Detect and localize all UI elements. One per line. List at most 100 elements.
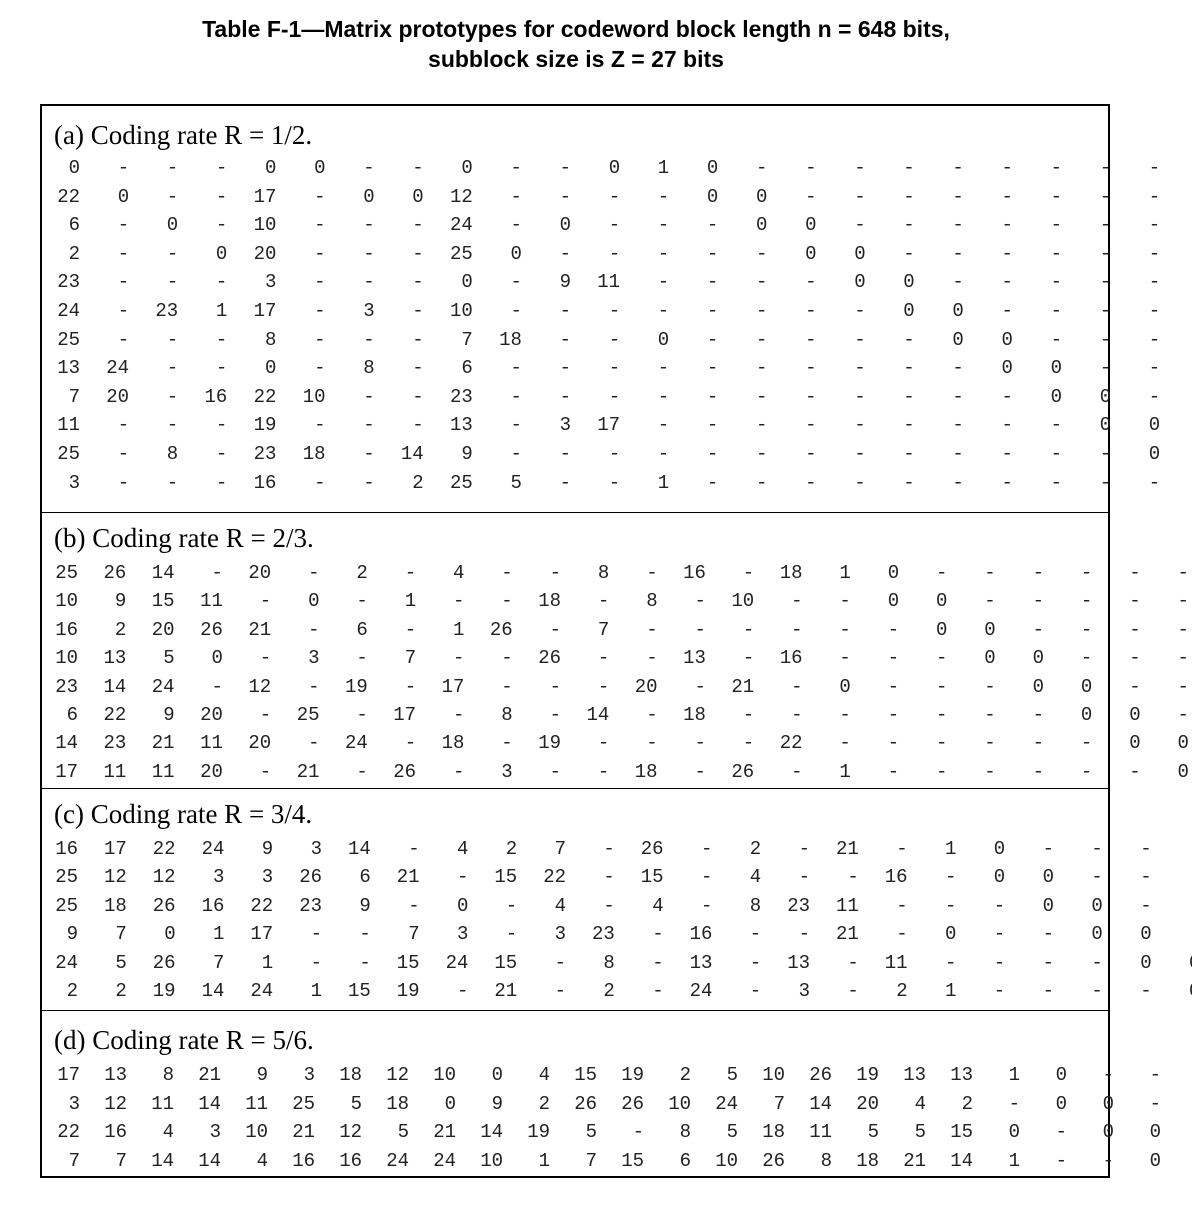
matrix-cell: - bbox=[657, 214, 670, 237]
matrix-cell: - bbox=[854, 214, 866, 237]
matrix-cell: 24 bbox=[386, 1149, 409, 1172]
matrix-cell: 5 bbox=[397, 1121, 409, 1144]
matrix-cell: - bbox=[314, 300, 326, 322]
matrix-cell: 16 bbox=[204, 385, 228, 408]
matrix-cell: - bbox=[1177, 618, 1189, 641]
matrix-cell: 24 bbox=[55, 951, 78, 974]
matrix-cell: - bbox=[1080, 590, 1093, 613]
matrix-cell: 0 bbox=[1148, 443, 1161, 465]
matrix-cell: 0 bbox=[755, 185, 768, 208]
matrix-cell: 24 bbox=[151, 675, 175, 698]
matrix-cell: - bbox=[356, 760, 368, 783]
matrix-cell: - bbox=[1050, 214, 1062, 237]
matrix-cell: 25 bbox=[55, 894, 78, 917]
matrix-cell: 23 bbox=[103, 732, 127, 755]
matrix-cell: - bbox=[1099, 185, 1112, 208]
matrix-cell: 0 bbox=[1042, 866, 1054, 889]
matrix-cell: - bbox=[1080, 647, 1093, 670]
matrix-cell: 0 bbox=[264, 357, 277, 380]
matrix-cell: 21 bbox=[903, 1149, 926, 1172]
matrix-cell: - bbox=[903, 471, 915, 494]
matrix-cell: 26 bbox=[640, 838, 664, 860]
matrix-row: 11---19---13-317---------00- bbox=[42, 411, 1160, 439]
matrix-cell: 20 bbox=[200, 760, 223, 783]
matrix-cell: 9 bbox=[66, 923, 78, 946]
matrix-cell: - bbox=[603, 866, 615, 889]
matrix-cell: - bbox=[1140, 838, 1152, 860]
matrix-cell: - bbox=[887, 732, 900, 755]
matrix-cell: 8 bbox=[501, 704, 513, 726]
matrix-cell: 11 bbox=[103, 760, 127, 783]
matrix-cell: 12 bbox=[248, 675, 272, 698]
matrix-cell: - bbox=[952, 443, 964, 465]
matrix-cell: 0 bbox=[1177, 760, 1189, 783]
matrix-cell: - bbox=[1091, 980, 1103, 1002]
matrix-cell: - bbox=[952, 357, 964, 380]
matrix-cell: 18 bbox=[538, 590, 561, 613]
matrix-cell: - bbox=[1091, 838, 1103, 860]
matrix-cell: - bbox=[1050, 300, 1062, 322]
matrix-cell: - bbox=[1148, 357, 1161, 380]
matrix-cell: - bbox=[1042, 951, 1054, 974]
matrix-cell: - bbox=[755, 300, 768, 322]
matrix-cell: 22 bbox=[250, 894, 274, 917]
matrix-cell: 2 bbox=[114, 618, 127, 641]
matrix-cell: - bbox=[1001, 300, 1013, 322]
matrix-cell: - bbox=[314, 471, 326, 494]
matrix-cell: 3 bbox=[559, 414, 571, 437]
matrix-cell: 0 bbox=[903, 271, 915, 294]
matrix-cell: 12 bbox=[339, 1121, 362, 1144]
matrix-cell: 5 bbox=[726, 1121, 738, 1144]
matrix-cell: - bbox=[657, 300, 670, 322]
matrix-cell: 14 bbox=[198, 1149, 221, 1172]
matrix-cell: 0 bbox=[887, 562, 900, 584]
matrix-cell: 13 bbox=[57, 357, 80, 380]
matrix-cell: 0 bbox=[952, 328, 964, 351]
matrix-cell: 10 bbox=[762, 1064, 785, 1086]
matrix-cell: 19 bbox=[621, 1064, 644, 1086]
matrix-cell: - bbox=[742, 618, 755, 641]
matrix-cell: - bbox=[359, 951, 371, 974]
matrix-cell: - bbox=[356, 590, 368, 613]
matrix-cell: - bbox=[1001, 385, 1013, 408]
matrix-cell: - bbox=[211, 562, 223, 584]
matrix-cell: - bbox=[903, 414, 915, 437]
matrix-cell: - bbox=[755, 414, 768, 437]
matrix-cell: - bbox=[1149, 1064, 1161, 1086]
matrix-cell: - bbox=[1001, 242, 1013, 265]
matrix-cell: 23 bbox=[591, 923, 615, 946]
matrix-cell: - bbox=[215, 443, 228, 465]
matrix-cell: 1 bbox=[310, 980, 322, 1002]
matrix-cell: 0 bbox=[461, 271, 473, 294]
matrix-cell: - bbox=[1169, 326, 1192, 354]
matrix-cell: - bbox=[166, 157, 179, 179]
matrix-cell: 3 bbox=[456, 923, 469, 946]
matrix-cell: - bbox=[363, 157, 375, 179]
matrix-cell: 0 bbox=[1080, 704, 1093, 726]
matrix-cell: 5 bbox=[726, 1064, 738, 1086]
matrix-row: 23 14 24 - 12 - 19 - 17 - - - 20 - 21 - 0 - - - 0 0 - - bbox=[42, 673, 1189, 701]
matrix-cell: - bbox=[646, 732, 658, 755]
matrix-cell: 0 bbox=[805, 214, 817, 237]
matrix-cell: - bbox=[1008, 1092, 1020, 1115]
matrix-cell: - bbox=[657, 443, 670, 465]
matrix-cell: - bbox=[215, 328, 228, 351]
matrix-cell: 3 bbox=[310, 838, 322, 860]
matrix-cell: 26 bbox=[731, 760, 755, 783]
matrix-cell: - bbox=[935, 675, 948, 698]
matrix-cell: - bbox=[1050, 414, 1062, 437]
matrix-cell: - bbox=[1148, 242, 1161, 265]
matrix-cell: - bbox=[166, 271, 179, 294]
matrix-cell: 6 bbox=[461, 357, 473, 380]
matrix-cell: - bbox=[412, 300, 424, 322]
matrix-cell: 4 bbox=[749, 866, 762, 889]
matrix-cell: 15 bbox=[640, 866, 664, 889]
matrix-cell: 0 bbox=[935, 590, 948, 613]
matrix-cell: - bbox=[314, 414, 326, 437]
matrix-cell: - bbox=[608, 185, 621, 208]
matrix-cell: 2 bbox=[603, 980, 615, 1002]
matrix-cell: 25 bbox=[57, 328, 80, 351]
matrix-cell: 23 bbox=[253, 443, 277, 465]
section-title: (c) Coding rate R = 3/4. bbox=[54, 799, 313, 829]
